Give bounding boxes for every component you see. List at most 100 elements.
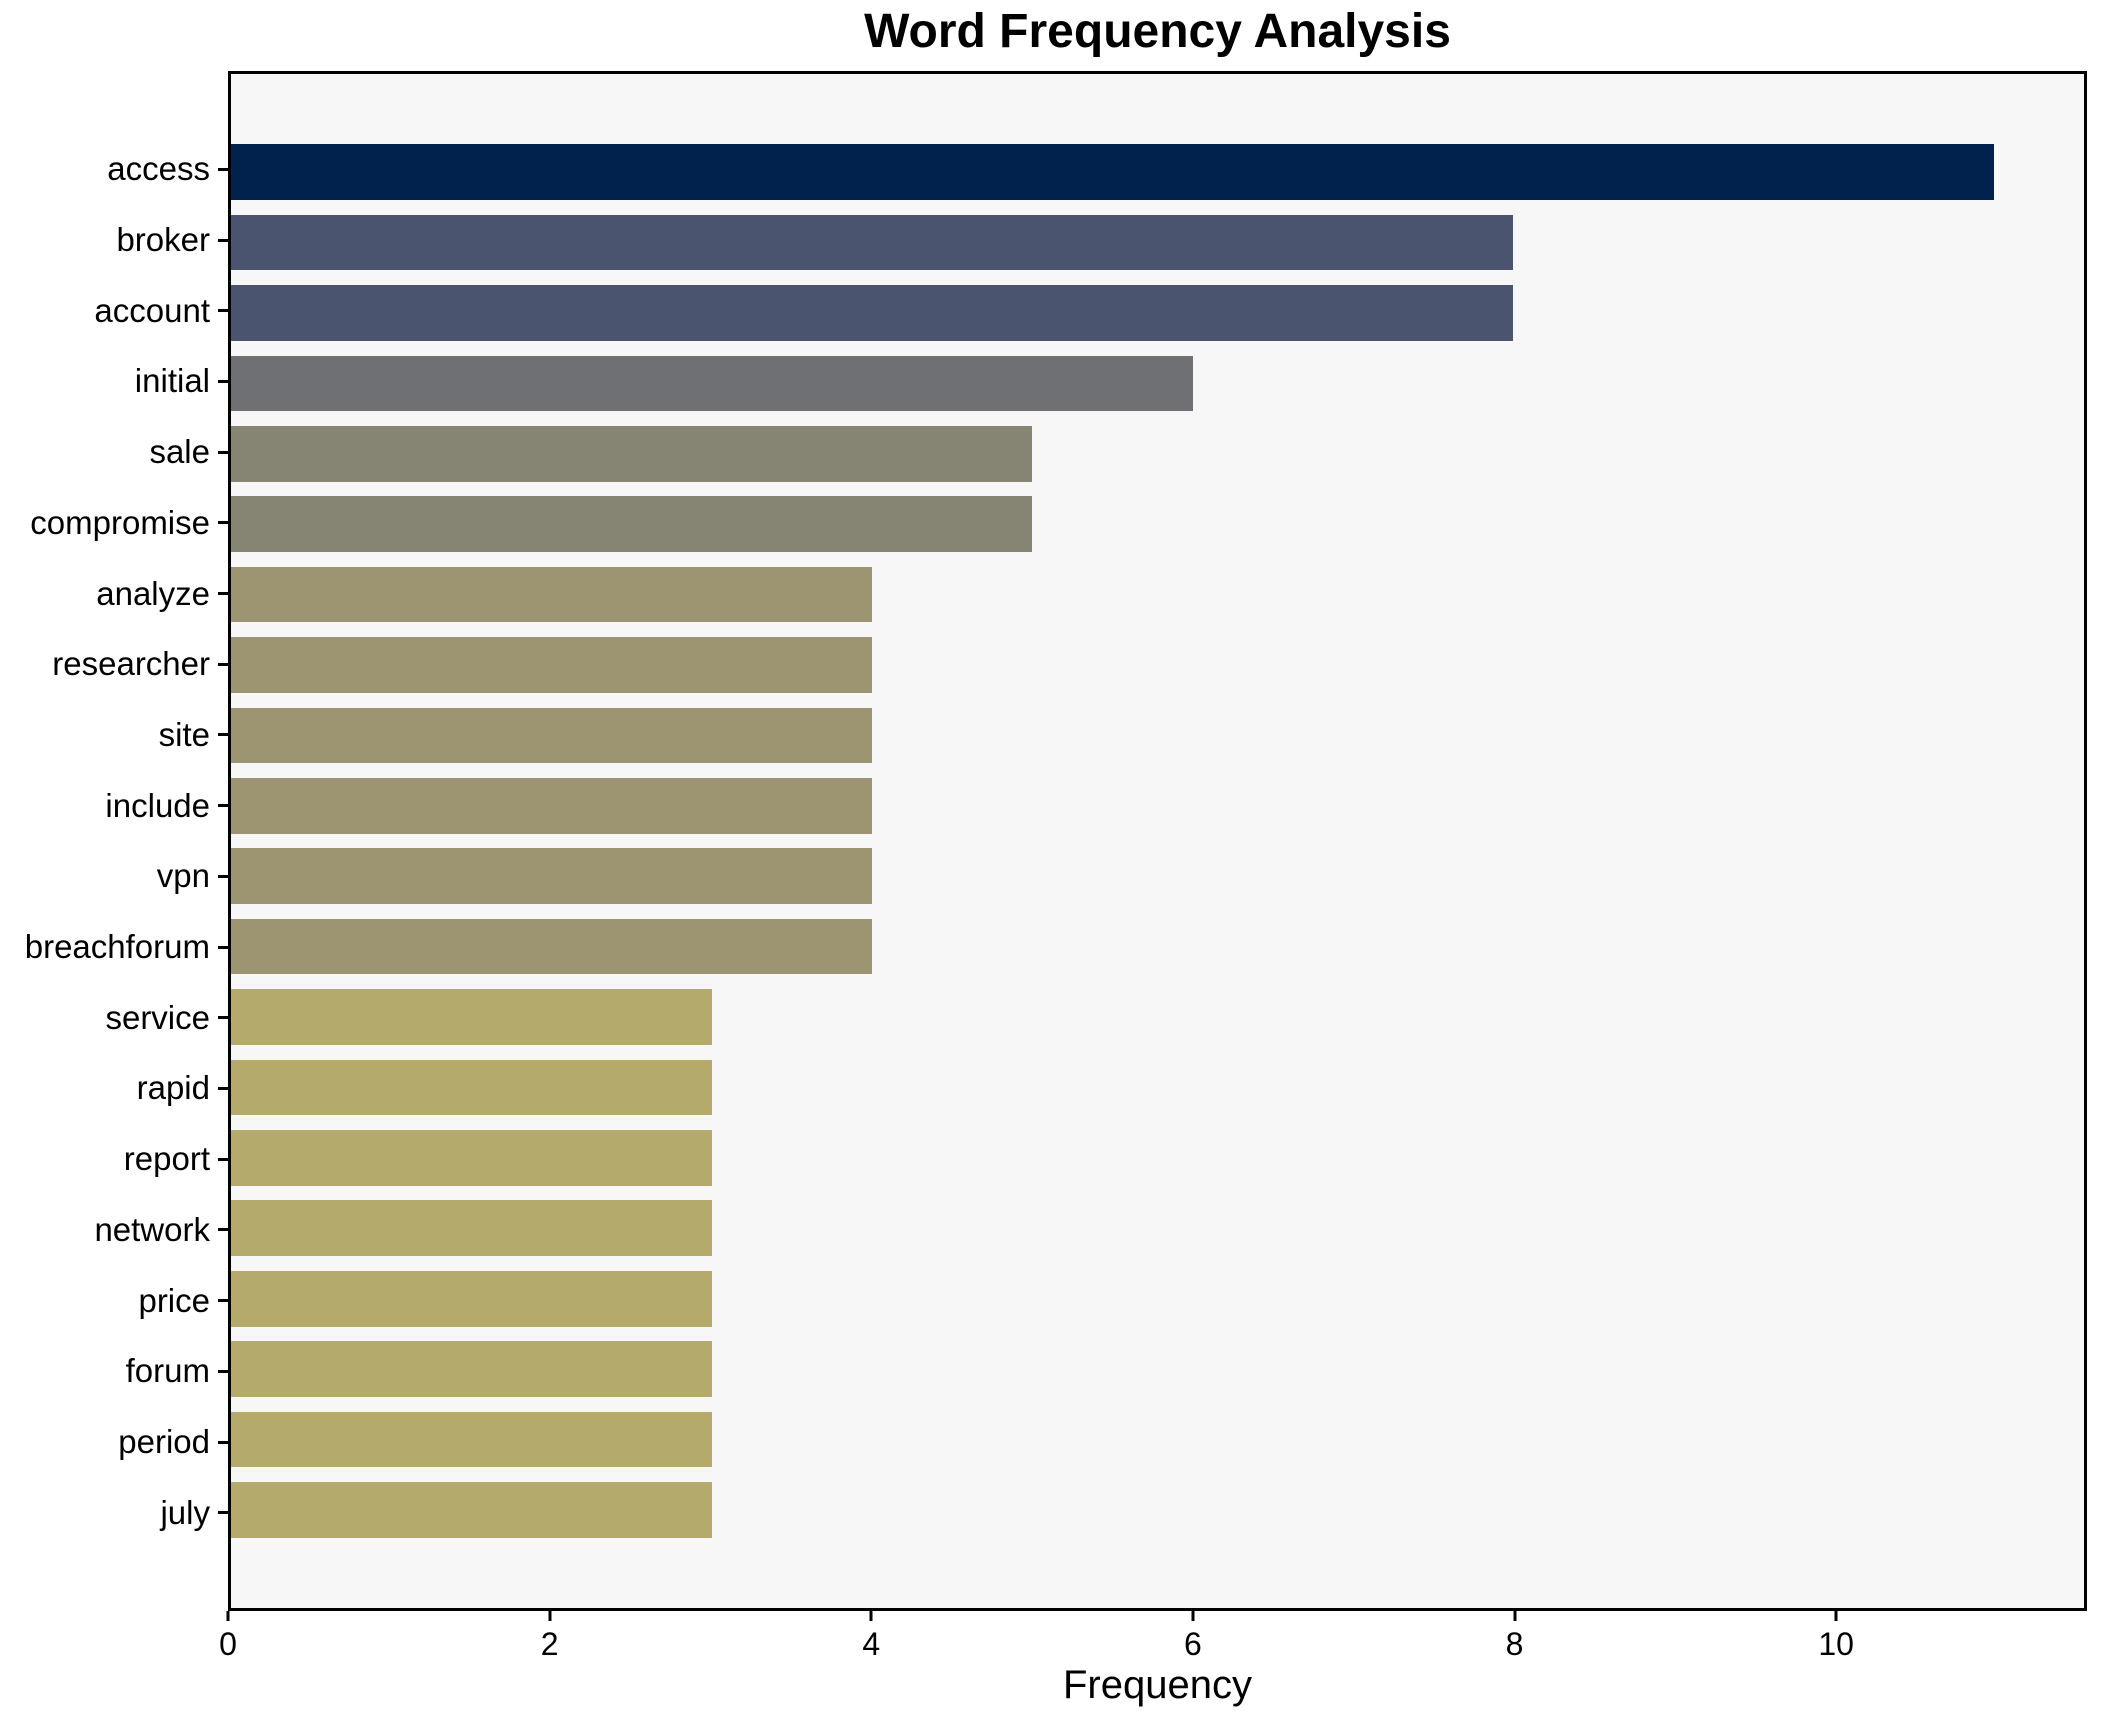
bar-row xyxy=(231,630,2084,700)
x-tick-mark xyxy=(1834,1611,1838,1621)
y-row: service xyxy=(0,982,228,1053)
bar-period xyxy=(231,1411,712,1468)
y-row: researcher xyxy=(0,629,228,700)
y-row: july xyxy=(0,1477,228,1548)
bar-compromise xyxy=(231,496,1033,553)
y-tick-mark xyxy=(218,1511,228,1515)
bar-network xyxy=(231,1200,712,1257)
y-tick-mark xyxy=(218,1299,228,1303)
x-tick-label-10: 10 xyxy=(1818,1626,1854,1662)
bar-analyze xyxy=(231,566,873,623)
category-label-compromise: compromise xyxy=(30,503,210,541)
bar-account xyxy=(231,285,1514,341)
y-tick-mark xyxy=(218,733,228,737)
y-tick-mark xyxy=(218,1440,228,1444)
x-tick-label-0: 0 xyxy=(219,1626,237,1662)
y-tick-mark xyxy=(218,1016,228,1020)
bar-researcher xyxy=(231,637,873,693)
bar-row xyxy=(231,559,2084,629)
x-axis-label: Frequency xyxy=(1063,1663,1252,1707)
bar-forum xyxy=(231,1341,712,1397)
y-row: site xyxy=(0,700,228,771)
x-tick-mark xyxy=(1513,1611,1516,1621)
x-tick-mark xyxy=(869,1611,873,1621)
y-axis: access broker account initial sale compromise… xyxy=(0,71,228,1611)
y-tick-mark xyxy=(218,874,228,878)
y-tick-mark xyxy=(218,592,228,596)
y-tick-mark xyxy=(218,945,228,949)
y-row: period xyxy=(0,1407,228,1478)
bar-rows xyxy=(231,74,2084,1608)
category-label-report: report xyxy=(123,1140,210,1178)
bar-july xyxy=(231,1482,712,1538)
y-tick-mark xyxy=(218,167,228,171)
bar-breachforum xyxy=(231,918,873,975)
bar-row xyxy=(231,1334,2084,1404)
category-label-researcher: researcher xyxy=(52,645,210,683)
y-row: rapid xyxy=(0,1053,228,1124)
category-label-july: july xyxy=(160,1493,210,1531)
category-label-include: include xyxy=(105,786,210,824)
category-label-service: service xyxy=(105,998,210,1036)
category-label-account: account xyxy=(94,291,210,329)
chart-title: Word Frequency Analysis xyxy=(864,5,1451,58)
bar-row xyxy=(231,771,2084,841)
y-tick-mark xyxy=(218,1086,228,1090)
bar-row xyxy=(231,1475,2084,1545)
category-label-period: period xyxy=(118,1423,210,1460)
bar-row xyxy=(231,489,2084,559)
category-label-site: site xyxy=(158,715,210,753)
y-row: vpn xyxy=(0,841,228,912)
bar-row xyxy=(231,278,2084,348)
bar-include xyxy=(231,778,873,834)
category-label-sale: sale xyxy=(149,433,210,471)
y-row: breachforum xyxy=(0,912,228,983)
y-tick-mark xyxy=(218,1369,228,1373)
category-label-network: network xyxy=(94,1210,210,1248)
x-tick-label-4: 4 xyxy=(862,1626,881,1662)
y-tick-mark xyxy=(218,662,228,666)
category-label-broker: broker xyxy=(116,221,210,259)
bar-row xyxy=(231,137,2084,207)
category-label-analyze: analyze xyxy=(96,574,210,612)
y-row: report xyxy=(0,1124,228,1195)
y-tick-mark xyxy=(218,1228,228,1232)
bar-site xyxy=(231,707,873,764)
category-label-price: price xyxy=(138,1281,210,1319)
bar-row xyxy=(231,207,2084,277)
category-label-initial: initial xyxy=(134,362,210,400)
y-row: forum xyxy=(0,1336,228,1407)
y-tick-mark xyxy=(218,804,228,808)
bar-row xyxy=(231,348,2084,418)
y-tick-mark xyxy=(218,1157,228,1161)
bar-row xyxy=(231,1404,2084,1474)
y-tick-mark xyxy=(218,309,228,313)
y-tick-mark xyxy=(218,379,228,383)
bar-initial xyxy=(231,355,1193,412)
category-label-rapid: rapid xyxy=(136,1069,210,1107)
bar-row xyxy=(231,1052,2084,1122)
bar-access xyxy=(231,144,1995,200)
bar-service xyxy=(231,989,712,1045)
bar-vpn xyxy=(231,848,873,905)
bar-row xyxy=(231,1123,2084,1193)
bar-row xyxy=(231,700,2084,770)
bar-row xyxy=(231,1264,2084,1334)
x-tick-label-8: 8 xyxy=(1505,1626,1524,1662)
y-row: sale xyxy=(0,417,228,488)
category-label-forum: forum xyxy=(125,1352,210,1390)
y-row: price xyxy=(0,1265,228,1336)
y-row: initial xyxy=(0,346,228,417)
bar-broker xyxy=(231,214,1514,271)
y-row: access xyxy=(0,134,228,205)
bar-report xyxy=(231,1130,712,1186)
x-tick-label-2: 2 xyxy=(540,1626,559,1662)
bar-sale xyxy=(231,426,1033,482)
bar-row xyxy=(231,911,2084,981)
plot-area xyxy=(228,71,2087,1611)
x-tick-mark xyxy=(548,1611,552,1621)
category-label-access: access xyxy=(107,150,210,188)
y-row: broker xyxy=(0,205,228,276)
y-row: analyze xyxy=(0,558,228,629)
